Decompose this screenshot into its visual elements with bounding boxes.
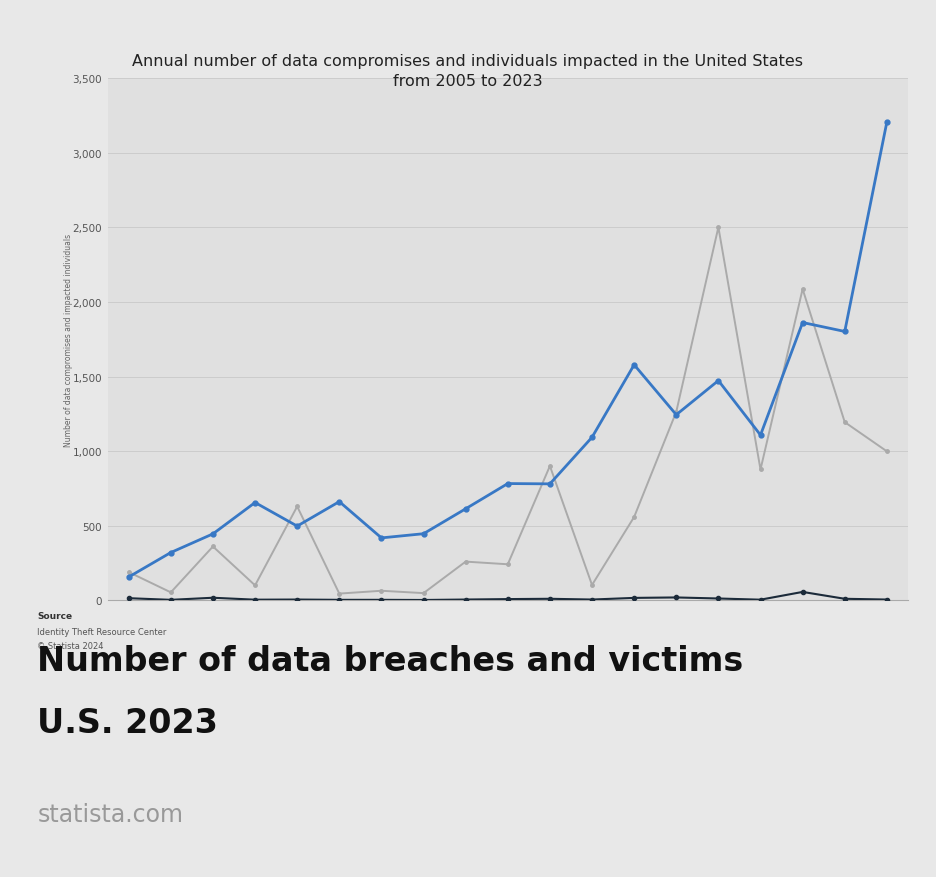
Y-axis label: Number of data compromises and impacted individuals: Number of data compromises and impacted … (64, 233, 73, 446)
Text: Identity Theft Resource Center: Identity Theft Resource Center (37, 627, 167, 636)
Text: Source: Source (37, 611, 73, 620)
Text: from 2005 to 2023: from 2005 to 2023 (393, 74, 543, 89)
Text: U.S. 2023: U.S. 2023 (37, 706, 218, 739)
Text: © Statista 2024: © Statista 2024 (37, 641, 104, 650)
Text: Annual number of data compromises and individuals impacted in the United States: Annual number of data compromises and in… (133, 54, 803, 69)
Text: statista.com: statista.com (37, 802, 183, 826)
Text: Number of data breaches and victims: Number of data breaches and victims (37, 645, 744, 678)
